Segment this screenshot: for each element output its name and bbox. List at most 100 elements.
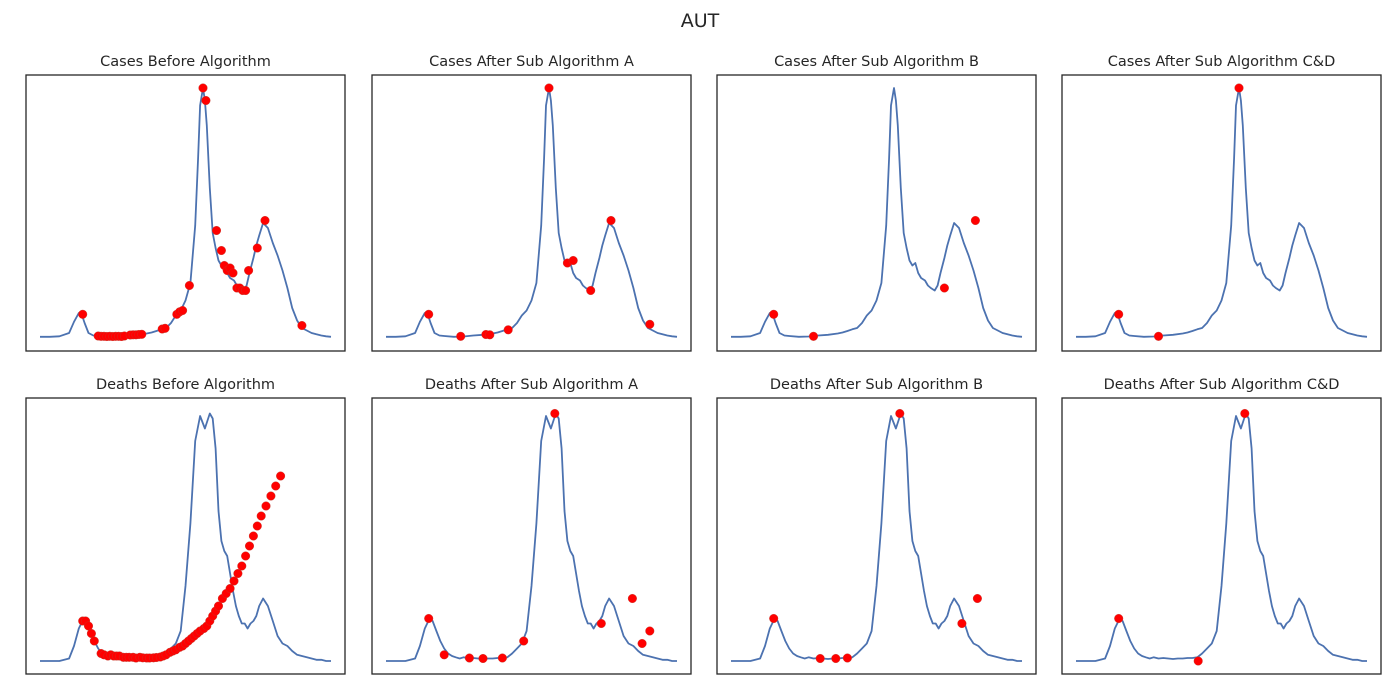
subplot-8-marker-3 (1240, 409, 1250, 419)
subplot-1-title: Cases Before Algorithm (100, 54, 271, 70)
subplot-5-marker-51 (244, 541, 254, 551)
subplot-3: Cases After Sub Algorithm B (716, 54, 1037, 352)
subplot-6-marker-6 (519, 636, 529, 646)
subplot-6-marker-2 (439, 650, 449, 660)
subplot-6-marker-8 (596, 619, 606, 629)
subplot-7-marker-1 (769, 614, 779, 624)
subplot-1-series-line (40, 87, 332, 338)
subplot-6-frame (371, 397, 692, 675)
subplot-6-marker-7 (550, 409, 560, 419)
subplot-8-title: Deaths After Sub Algorithm C&D (1104, 377, 1340, 393)
subplot-1-frame (25, 74, 346, 352)
subplot-6-marker-9 (627, 594, 637, 604)
subplot-1-marker-25 (211, 225, 221, 235)
subplot-3-marker-1 (769, 309, 779, 319)
figure-title: AUT (680, 10, 720, 32)
subplot-1-marker-26 (216, 245, 226, 255)
subplot-2-marker-4 (485, 330, 495, 340)
subplot-5-marker-50 (241, 551, 251, 561)
subplot-2-series-line (386, 87, 678, 338)
subplot-1-marker-34 (241, 286, 251, 296)
subplot-5: Deaths Before Algorithm (25, 377, 346, 675)
subplot-1-marker-36 (252, 243, 262, 253)
subplot-5-marker-49 (237, 561, 247, 571)
subplot-1-marker-38 (297, 321, 307, 331)
subplot-3-marker-4 (970, 215, 980, 225)
subplot-7-marker-4 (842, 653, 852, 663)
subplot-1-marker-24 (201, 95, 211, 105)
subplot-5-marker-55 (261, 501, 271, 511)
subplot-4-frame (1061, 74, 1382, 352)
subplot-5-marker-56 (266, 491, 276, 501)
subplot-1-marker-23 (198, 83, 208, 93)
subplot-5-marker-4 (86, 629, 96, 639)
subplot-2-marker-8 (568, 256, 578, 266)
subplot-6-marker-1 (424, 614, 434, 624)
subplot-5-title: Deaths Before Algorithm (96, 377, 275, 393)
subplot-8: Deaths After Sub Algorithm C&D (1061, 377, 1382, 675)
subplot-3-series-line (731, 87, 1023, 338)
subplot-2-title: Cases After Sub Algorithm A (429, 54, 634, 70)
subplot-7-frame (716, 397, 1037, 675)
subplot-3-frame (716, 74, 1037, 352)
subplot-4-marker-3 (1234, 83, 1244, 93)
subplot-8-frame (1061, 397, 1382, 675)
subplot-5-marker-5 (89, 636, 99, 646)
subplot-5-marker-47 (229, 576, 239, 586)
subplot-6-marker-10 (637, 639, 647, 649)
subplot-1-marker-35 (244, 266, 254, 276)
subplot-6-marker-3 (464, 653, 474, 663)
subplot-7-marker-5 (895, 409, 905, 419)
subplot-7-series-line (731, 412, 1022, 662)
subplot-3-title: Cases After Sub Algorithm B (774, 54, 979, 70)
subplot-5-marker-54 (256, 511, 266, 521)
subplot-8-marker-1 (1114, 614, 1124, 624)
subplot-2-marker-5 (503, 325, 513, 335)
subplot-7-marker-3 (831, 654, 841, 664)
subplot-4-marker-2 (1153, 331, 1163, 341)
subplot-1-marker-1 (78, 309, 88, 319)
subplot-3-marker-2 (809, 331, 819, 341)
subplot-2-frame (371, 74, 692, 352)
subplot-4-series-line (1076, 87, 1368, 338)
subplot-1-marker-22 (184, 281, 194, 291)
subplot-7: Deaths After Sub Algorithm B (716, 377, 1037, 675)
subplot-8-series-line (1076, 412, 1367, 662)
subplot-5-marker-48 (233, 569, 243, 579)
subplot-5-marker-57 (271, 481, 281, 491)
subplot-2-marker-10 (606, 215, 616, 225)
subplot-7-marker-6 (957, 619, 967, 629)
subplot-1-marker-37 (260, 215, 270, 225)
subplot-6-marker-5 (497, 653, 507, 663)
subplot-1-marker-30 (228, 268, 238, 278)
subplot-5-marker-43 (213, 601, 223, 611)
subplot-7-marker-2 (815, 654, 825, 664)
subplot-5-marker-52 (248, 531, 258, 541)
subplot-2-marker-9 (586, 286, 596, 296)
subplot-6-marker-11 (645, 626, 655, 636)
subplot-7-marker-7 (972, 594, 982, 604)
subplot-2-marker-1 (424, 309, 434, 319)
subplot-5-frame (25, 397, 346, 675)
subplot-2-marker-2 (456, 331, 466, 341)
subplot-5-marker-58 (276, 471, 286, 481)
subplot-1-marker-16 (137, 329, 147, 339)
subplot-7-title: Deaths After Sub Algorithm B (770, 377, 983, 393)
subplot-5-marker-46 (225, 584, 235, 594)
subplot-3-marker-3 (939, 283, 949, 293)
subplot-6-series-line (386, 412, 677, 662)
subplot-6-title: Deaths After Sub Algorithm A (425, 377, 638, 393)
subplot-5-marker-53 (252, 521, 262, 531)
subplot-2-marker-6 (544, 83, 554, 93)
subplot-2-marker-11 (645, 319, 655, 329)
subplot-5-marker-3 (83, 621, 93, 631)
subplot-4-marker-1 (1114, 309, 1124, 319)
subplot-1: Cases Before Algorithm (25, 54, 346, 352)
subplot-4: Cases After Sub Algorithm C&D (1061, 54, 1382, 352)
subplot-1-marker-21 (178, 306, 188, 316)
subplot-2: Cases After Sub Algorithm A (371, 54, 692, 352)
subplot-4-title: Cases After Sub Algorithm C&D (1108, 54, 1336, 70)
subplot-6: Deaths After Sub Algorithm A (371, 377, 692, 675)
